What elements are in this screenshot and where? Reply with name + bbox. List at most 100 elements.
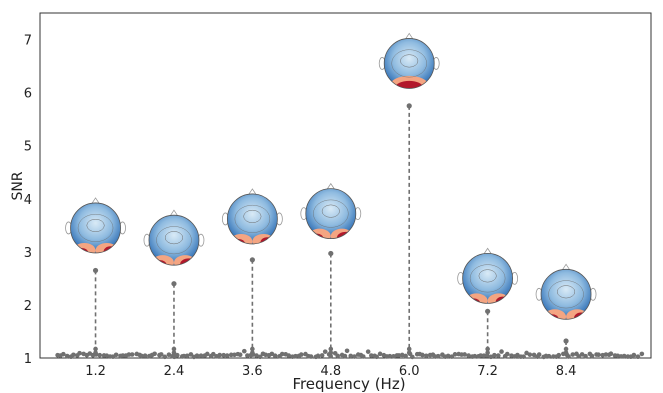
noise-point [420,352,425,358]
noise-point [615,353,620,359]
noise-point [142,353,148,358]
noise-point [228,352,234,358]
noise-floor-points [55,346,645,360]
noise-point [608,351,614,357]
topomap-head [143,209,205,266]
noise-point [488,354,494,360]
noise-point [527,352,533,357]
topomap-fill [70,202,121,253]
topomap-fill [384,38,435,89]
noise-point [175,352,180,358]
noise-point [531,352,537,358]
noise-point [536,352,542,357]
noise-point [113,352,119,358]
topomap-outline [540,268,592,320]
y-tick-label: 1 [24,352,32,367]
topomap-outline [226,193,278,245]
noise-point [184,353,190,359]
noise-point [315,353,321,359]
noise-point [472,353,478,359]
noise-point [279,351,285,357]
noise-point [352,354,357,359]
topomap-base [148,215,199,266]
topomap-base [462,253,513,304]
noise-point [374,354,379,360]
noise-point [546,353,552,359]
noise-point [158,352,164,357]
y-tick-label: 2 [24,299,32,314]
noise-point [257,354,263,360]
topomap-outline [148,214,200,266]
noise-point [387,353,393,359]
y-axis-title: SNR [10,171,26,200]
noise-point [348,353,354,359]
topomap-contour [164,231,183,245]
noise-point [298,352,304,357]
topomap-contour [469,264,506,293]
peak-point [171,281,177,287]
y-tick-label: 4 [24,193,32,208]
topomap-contour [400,54,419,68]
x-tick-label: 1.2 [85,364,106,379]
y-tick-label: 7 [24,34,32,49]
noise-point [462,352,467,357]
topomap-base [541,269,592,320]
topomap-contour [391,49,427,78]
topomaps [65,32,597,320]
noise-point [129,352,135,357]
noise-point [403,353,408,359]
x-tick-label: 8.4 [556,364,577,379]
noise-point [126,352,132,357]
topomap-contour [313,199,349,228]
topomap-fill [148,215,199,266]
noise-point [162,354,168,360]
noise-point [369,353,374,358]
noise-point [217,352,223,358]
topomap-contour [243,209,262,223]
noise-point [221,352,226,358]
x-tick-label: 3.6 [242,364,263,379]
noise-point [556,352,562,358]
topomap-outline [70,202,121,254]
topomap-contour [234,204,271,233]
x-tick-label: 7.2 [477,364,498,379]
noise-point [286,353,292,358]
topomap-contour [548,280,584,309]
x-tick-label: 4.8 [320,364,341,379]
noise-point [410,354,415,360]
noise-point [71,352,76,358]
topomap-contour [156,226,192,255]
topomap-contour [77,214,114,242]
noise-point [97,352,103,358]
noise-point [241,348,247,354]
noise-point [406,346,412,352]
noise-point [499,349,504,354]
noise-point [621,353,627,359]
noise-point [152,351,157,357]
noise-point [335,353,341,359]
noise-point [237,352,243,358]
noise-point [452,352,458,357]
noise-point [322,349,328,354]
topomap-base [70,202,121,253]
noise-point [224,353,230,358]
topomap-activation [395,80,423,89]
noise-point [181,353,187,359]
topomap-contour [478,269,497,283]
noise-point [166,352,172,358]
noise-point [579,352,585,357]
topomap-fill [462,253,513,304]
noise-point [194,353,200,358]
peak-point [328,250,334,257]
noise-point [635,354,641,359]
noise-point [639,351,645,357]
noise-point [139,353,144,359]
axis-ticks: 1.2 2.4 3.6 4.8 6.0 7.2 8.4 1 2 3 4 5 6 7 [24,34,577,379]
y-tick-label: 6 [24,87,32,102]
noise-point [492,352,497,358]
noise-point [342,353,348,359]
topomap-outline [305,188,357,240]
topomap-nose [561,263,571,271]
noise-point [250,346,255,352]
